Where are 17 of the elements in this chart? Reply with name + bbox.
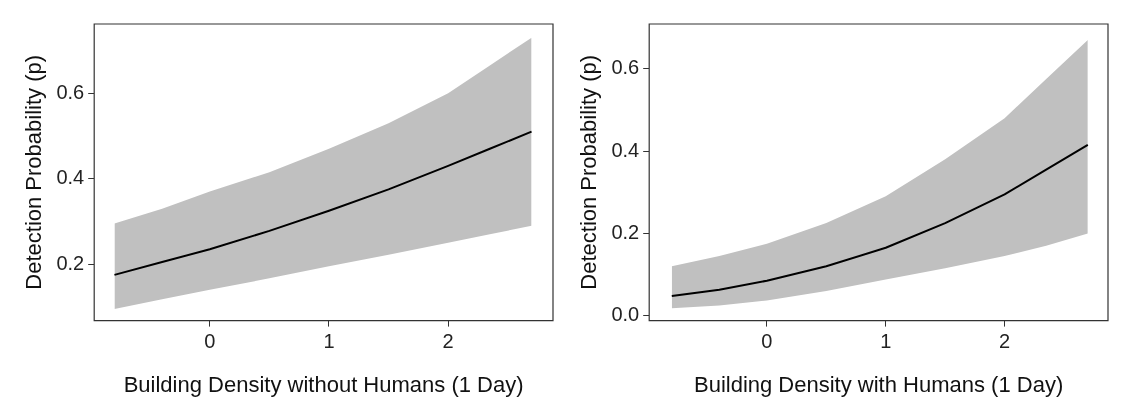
y-tick-label: 0.2: [56, 251, 85, 274]
y-tick-label: 0.0: [611, 303, 640, 326]
x-axis-title: Building Density without Humans (1 Day): [123, 371, 524, 397]
y-tick-label: 0.2: [611, 220, 640, 243]
x-tick-label: 2: [999, 330, 1011, 353]
x-tick-label: 1: [323, 330, 335, 353]
x-tick-label: 0: [761, 330, 773, 353]
y-tick-label: 0.4: [611, 138, 640, 161]
x-tick-label: 2: [442, 330, 454, 353]
x-tick-label: 0: [204, 330, 216, 353]
y-axis-title: Detection Probability (p): [21, 54, 47, 290]
x-axis-title: Building Density with Humans (1 Day): [693, 371, 1064, 397]
x-tick-label: 1: [880, 330, 892, 353]
y-tick-label: 0.6: [56, 80, 85, 103]
y-tick-label: 0.4: [56, 166, 85, 189]
y-axis-title: Detection Probability (p): [576, 54, 602, 290]
y-tick-label: 0.6: [611, 56, 640, 79]
